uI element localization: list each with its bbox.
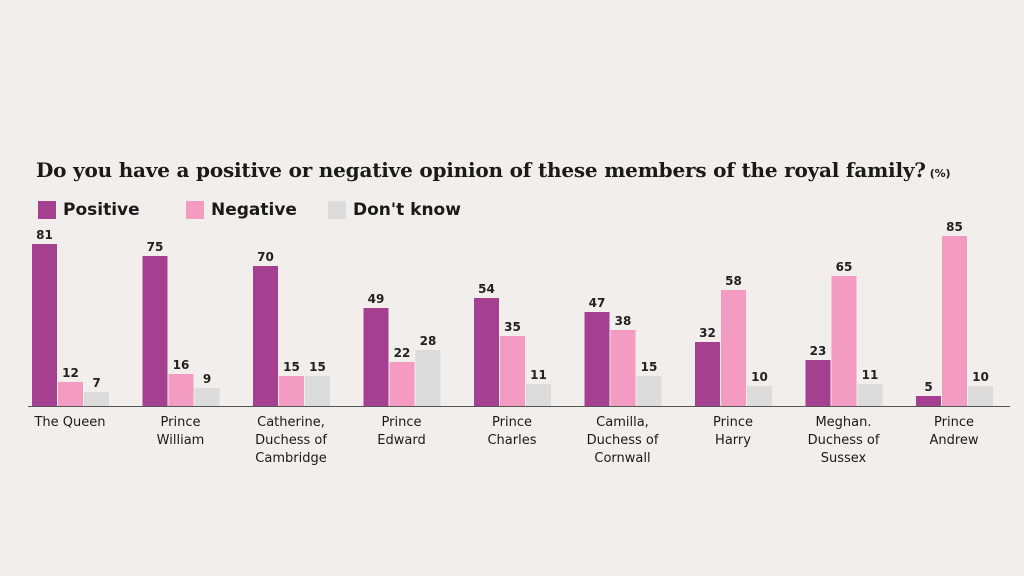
data-label-0-2: 70 <box>257 250 274 264</box>
legend-swatch-dont-know <box>328 201 346 219</box>
data-label-0-5: 47 <box>589 296 606 310</box>
data-label-2-6: 10 <box>751 370 768 384</box>
data-label-1-6: 58 <box>725 274 742 288</box>
data-label-0-3: 49 <box>368 292 385 306</box>
data-label-1-8: 85 <box>946 220 963 234</box>
data-label-0-6: 32 <box>699 326 716 340</box>
data-label-2-7: 11 <box>862 368 879 382</box>
category-label-7-0: Meghan. <box>815 415 871 430</box>
bar-1-0 <box>58 382 83 406</box>
category-label-2-2: Cambridge <box>255 451 326 466</box>
chart-title-text: Do you have a positive or negative opini… <box>36 158 926 182</box>
category-label-3-0: Prince <box>382 415 422 430</box>
legend-label-negative: Negative <box>211 200 297 220</box>
bar-1-6 <box>721 290 746 406</box>
data-label-2-1: 9 <box>203 372 211 386</box>
category-label-8-0: Prince <box>934 415 974 430</box>
data-label-1-0: 12 <box>62 366 79 380</box>
data-label-1-2: 15 <box>283 360 300 374</box>
legend-label-dont-know: Don't know <box>353 200 461 220</box>
legend-item-positive: Positive <box>38 200 140 220</box>
bar-0-5 <box>584 312 610 406</box>
category-label-8-1: Andrew <box>929 433 978 448</box>
data-label-1-4: 35 <box>504 320 521 334</box>
data-label-0-4: 54 <box>478 282 495 296</box>
data-label-2-0: 7 <box>92 376 100 390</box>
bar-1-4 <box>500 336 525 406</box>
chart-title: Do you have a positive or negative opini… <box>36 158 950 182</box>
category-label-5-1: Duchess of <box>587 433 659 448</box>
bar-1-3 <box>389 362 415 406</box>
data-label-1-3: 22 <box>394 346 411 360</box>
category-label-5-0: Camilla, <box>596 415 649 430</box>
data-label-2-8: 10 <box>972 370 989 384</box>
data-label-0-8: 5 <box>924 380 932 394</box>
category-label-0-0: The Queen <box>33 415 105 430</box>
legend-swatch-positive <box>38 201 56 219</box>
bar-2-8 <box>968 386 993 406</box>
category-label-1-0: Prince <box>161 415 201 430</box>
category-label-2-0: Catherine, <box>257 415 325 430</box>
bar-0-1 <box>142 256 168 406</box>
data-label-2-4: 11 <box>530 368 547 382</box>
bar-1-1 <box>168 374 194 406</box>
bar-2-1 <box>194 388 220 406</box>
bar-0-0 <box>32 244 57 406</box>
chart-unit: (%) <box>929 167 951 180</box>
data-label-0-7: 23 <box>810 344 827 358</box>
category-label-5-2: Cornwall <box>594 451 650 466</box>
bar-0-4 <box>474 298 499 406</box>
category-label-4-1: Charles <box>487 433 536 448</box>
bar-1-7 <box>831 276 857 406</box>
data-label-1-1: 16 <box>173 358 190 372</box>
bar-0-6 <box>695 342 720 406</box>
data-label-2-5: 15 <box>641 360 658 374</box>
category-label-1-1: William <box>157 433 205 448</box>
data-label-0-1: 75 <box>147 240 164 254</box>
legend-label-positive: Positive <box>63 200 140 220</box>
legend-item-negative: Negative <box>186 200 297 220</box>
data-label-1-5: 38 <box>615 314 632 328</box>
data-label-1-7: 65 <box>836 260 853 274</box>
bar-1-5 <box>610 330 636 406</box>
legend-swatch-negative <box>186 201 204 219</box>
bar-2-5 <box>636 376 662 406</box>
category-label-2-1: Duchess of <box>255 433 327 448</box>
data-label-0-0: 81 <box>36 228 53 242</box>
category-label-7-1: Duchess of <box>808 433 880 448</box>
legend-item-dont-know: Don't know <box>328 200 461 220</box>
bar-2-2 <box>305 376 330 406</box>
bar-2-7 <box>857 384 883 406</box>
data-label-2-3: 28 <box>420 334 437 348</box>
data-label-2-2: 15 <box>309 360 326 374</box>
bar-0-8 <box>916 396 941 406</box>
bar-0-2 <box>253 266 278 406</box>
bar-1-2 <box>279 376 304 406</box>
category-label-7-2: Sussex <box>821 451 867 466</box>
bar-2-3 <box>415 350 441 406</box>
bar-2-6 <box>747 386 772 406</box>
bar-2-4 <box>526 384 551 406</box>
category-label-4-0: Prince <box>492 415 532 430</box>
bar-2-0 <box>84 392 109 406</box>
category-label-3-1: Edward <box>377 433 425 448</box>
bar-0-7 <box>805 360 831 406</box>
bar-0-3 <box>363 308 389 406</box>
category-label-6-0: Prince <box>713 415 753 430</box>
category-label-6-1: Harry <box>715 433 751 448</box>
bar-1-8 <box>942 236 967 406</box>
